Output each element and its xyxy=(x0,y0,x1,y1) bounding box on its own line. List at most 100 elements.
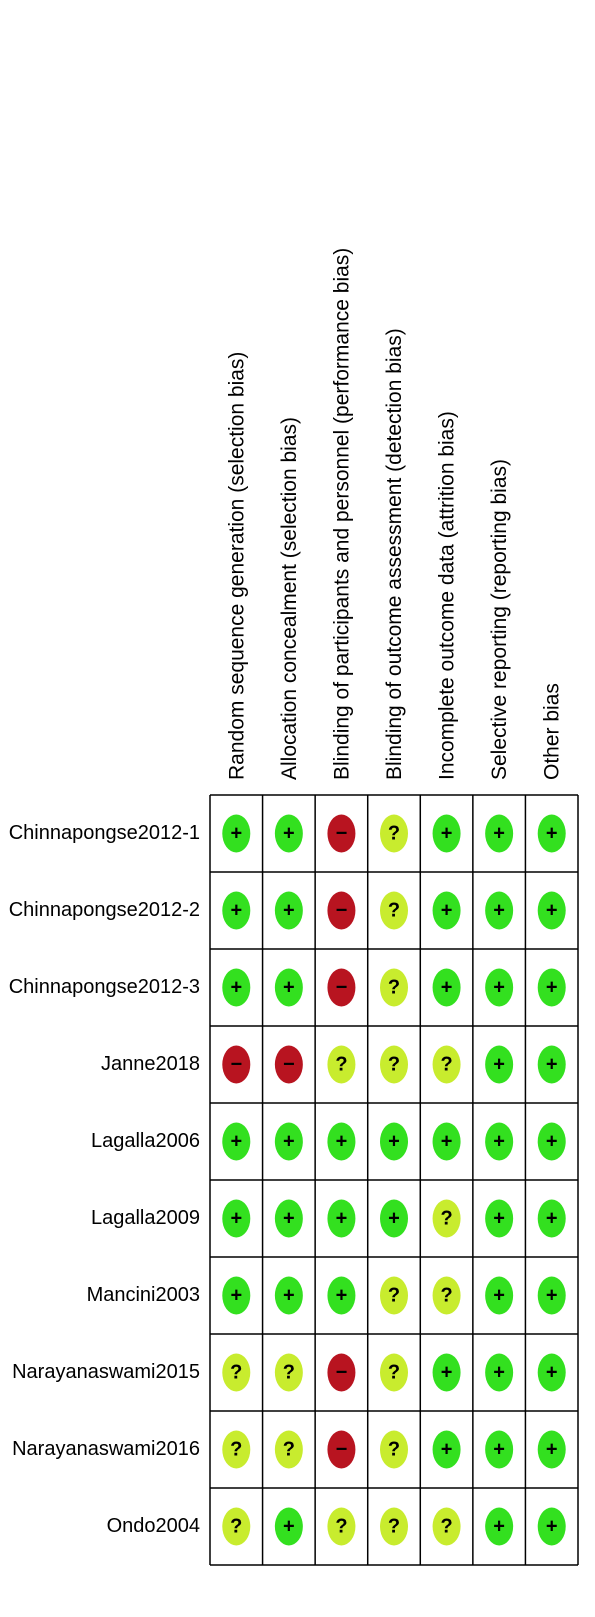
judgment-dot xyxy=(485,968,514,1007)
judgment-symbol: + xyxy=(546,1131,558,1153)
judgment-dot xyxy=(432,814,461,853)
judgment-symbol: ? xyxy=(388,977,400,999)
judgment-dot xyxy=(432,1353,461,1392)
judgment-dot xyxy=(327,1199,356,1238)
judgment-symbol: ? xyxy=(388,1516,400,1538)
study-label: Lagalla2009 xyxy=(91,1207,200,1229)
study-label: Chinnapongse2012-2 xyxy=(9,899,200,921)
judgment-symbol: ? xyxy=(335,1516,347,1538)
judgment-symbol: + xyxy=(546,1439,558,1461)
judgment-symbol: + xyxy=(230,1285,242,1307)
judgment-symbol: − xyxy=(336,1439,348,1461)
judgment-dot xyxy=(432,1276,461,1315)
judgment-symbol: + xyxy=(230,1208,242,1230)
judgment-dot xyxy=(537,1353,566,1392)
judgment-dot xyxy=(485,1276,514,1315)
judgment-dot xyxy=(222,1353,251,1392)
judgment-dot xyxy=(274,968,303,1007)
judgment-symbol: − xyxy=(283,1054,295,1076)
judgment-symbol: ? xyxy=(440,1208,452,1230)
study-label: Chinnapongse2012-3 xyxy=(9,976,200,998)
column-header: Random sequence generation (selection bi… xyxy=(225,352,248,780)
judgment-symbol: + xyxy=(441,1362,453,1384)
judgment-symbol: + xyxy=(493,900,505,922)
judgment-dot xyxy=(432,1045,461,1084)
judgment-dot xyxy=(222,1045,251,1084)
column-header: Other bias xyxy=(541,683,564,780)
judgment-symbol: + xyxy=(546,823,558,845)
column-header: Incomplete outcome data (attrition bias) xyxy=(436,411,459,780)
judgment-dot xyxy=(274,814,303,853)
judgment-symbol: + xyxy=(441,823,453,845)
judgment-symbol: + xyxy=(230,900,242,922)
judgment-dot xyxy=(485,1507,514,1546)
judgment-dot xyxy=(432,1122,461,1161)
judgment-dot xyxy=(327,1507,356,1546)
judgment-symbol: ? xyxy=(230,1439,242,1461)
judgment-dot xyxy=(380,1353,408,1392)
judgment-symbol: + xyxy=(388,1131,400,1153)
judgment-symbol: ? xyxy=(335,1054,347,1076)
judgment-symbol: + xyxy=(546,1362,558,1384)
study-label: Lagalla2006 xyxy=(91,1130,200,1152)
judgment-dot xyxy=(222,814,251,853)
study-label: Mancini2003 xyxy=(87,1284,200,1306)
judgment-symbol: + xyxy=(546,1516,558,1538)
judgment-dot xyxy=(485,1045,514,1084)
judgment-symbol: + xyxy=(283,977,295,999)
judgment-symbol: + xyxy=(336,1208,348,1230)
judgment-symbol: + xyxy=(283,1285,295,1307)
judgment-symbol: + xyxy=(546,1208,558,1230)
judgment-dot xyxy=(485,1430,514,1469)
judgment-symbol: ? xyxy=(230,1362,242,1384)
judgment-symbol: ? xyxy=(388,1285,400,1307)
judgment-dot xyxy=(380,1430,408,1469)
judgment-dot xyxy=(485,1199,514,1238)
judgment-dot xyxy=(222,1276,251,1315)
column-header: Blinding of outcome assessment (detectio… xyxy=(383,328,406,780)
judgment-symbol: + xyxy=(493,977,505,999)
judgment-dot xyxy=(485,1353,514,1392)
judgment-dot xyxy=(274,891,303,930)
judgment-symbol: ? xyxy=(440,1516,452,1538)
judgment-symbol: + xyxy=(493,1208,505,1230)
judgment-dot xyxy=(222,1199,251,1238)
judgment-symbol: − xyxy=(230,1054,242,1076)
judgment-symbol: ? xyxy=(388,1439,400,1461)
study-label: Narayanaswami2015 xyxy=(12,1361,200,1383)
judgment-dot xyxy=(327,1122,356,1161)
judgment-dot xyxy=(274,1199,303,1238)
judgment-dot xyxy=(222,968,251,1007)
judgment-symbol: + xyxy=(283,823,295,845)
judgment-symbol: ? xyxy=(440,1054,452,1076)
judgment-dot xyxy=(327,1353,356,1392)
judgment-symbol: ? xyxy=(283,1362,295,1384)
judgment-dot xyxy=(222,1122,251,1161)
judgment-symbol: + xyxy=(441,1131,453,1153)
judgment-symbol: + xyxy=(336,1131,348,1153)
study-label: Narayanaswami2016 xyxy=(12,1438,200,1460)
judgment-dot xyxy=(274,1276,303,1315)
judgment-dot xyxy=(432,968,461,1007)
judgment-dot xyxy=(380,814,408,853)
judgment-dot xyxy=(380,1122,408,1161)
judgment-dot xyxy=(222,1430,251,1469)
judgment-symbol: + xyxy=(493,823,505,845)
judgment-symbol: − xyxy=(336,977,348,999)
judgment-symbol: ? xyxy=(388,823,400,845)
judgment-dot xyxy=(222,891,251,930)
judgment-symbol: − xyxy=(336,900,348,922)
judgment-symbol: + xyxy=(493,1439,505,1461)
judgment-symbol: + xyxy=(388,1208,400,1230)
judgment-dot xyxy=(537,814,566,853)
judgment-symbol: ? xyxy=(283,1439,295,1461)
judgment-symbol: + xyxy=(283,1516,295,1538)
judgment-symbol: − xyxy=(336,1362,348,1384)
judgment-symbol: + xyxy=(283,1208,295,1230)
judgment-dot xyxy=(327,968,356,1007)
judgment-dot xyxy=(537,891,566,930)
judgment-symbol: ? xyxy=(230,1516,242,1538)
judgment-dot xyxy=(274,1122,303,1161)
judgment-dot xyxy=(327,1276,356,1315)
